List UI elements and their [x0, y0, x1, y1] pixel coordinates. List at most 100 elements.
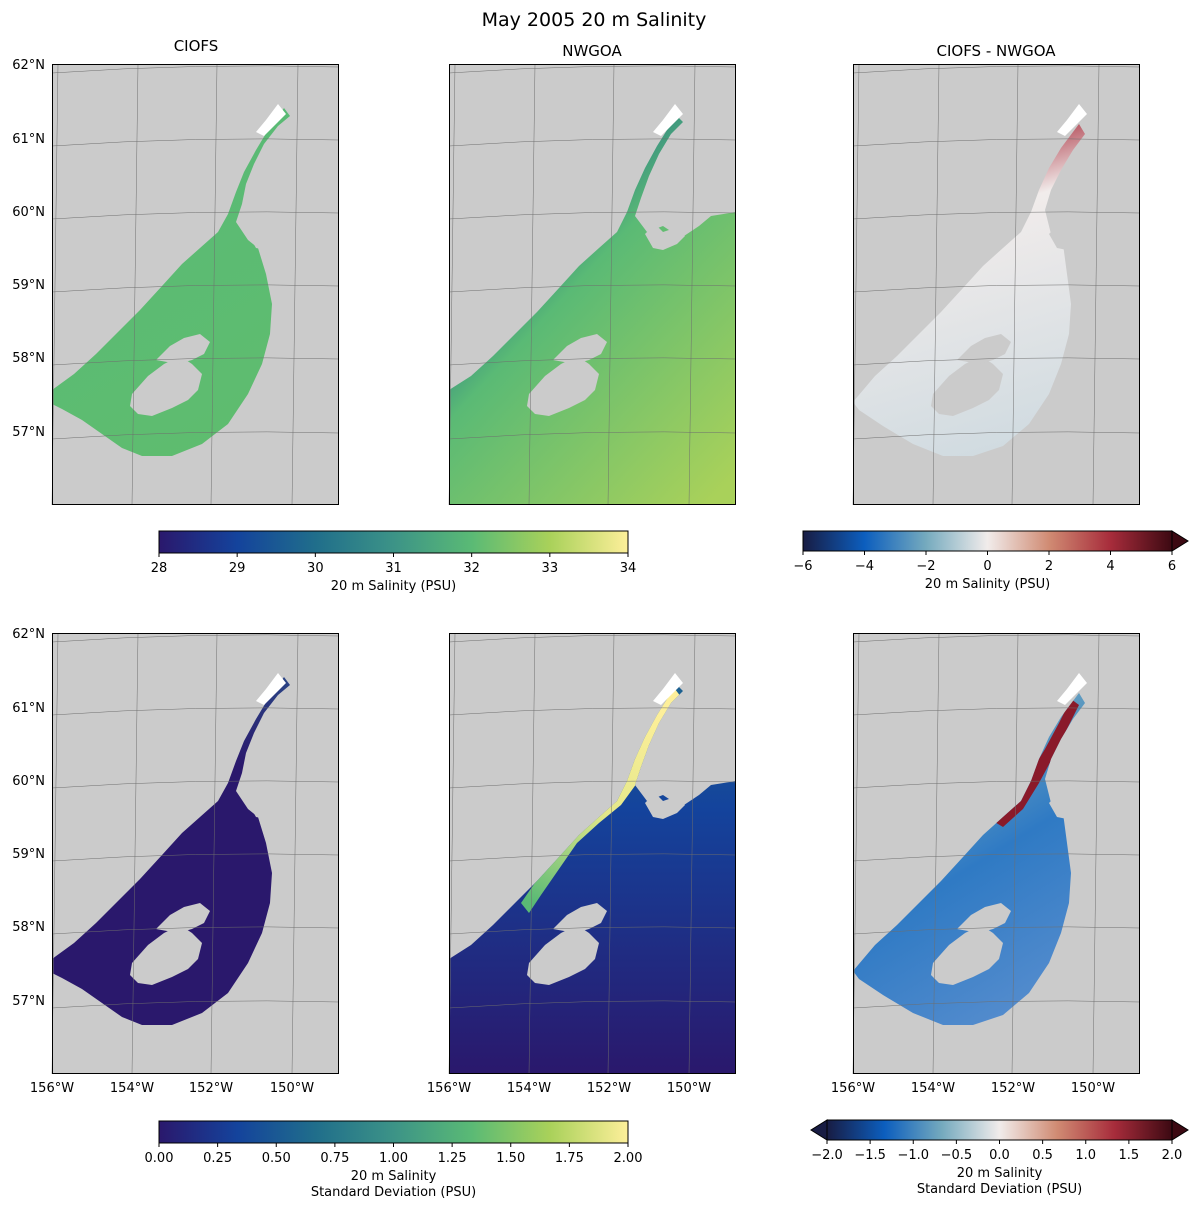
- parallel-line: [51, 853, 340, 862]
- parallel-line: [448, 211, 737, 220]
- colorbar-tick-label: 33: [542, 561, 559, 576]
- colorbar-tick-label: 2.0: [1162, 1148, 1183, 1163]
- colorbar-tick-label: −2.0: [811, 1148, 843, 1163]
- no-data-area: [653, 673, 683, 705]
- lat-label: 58°N: [12, 351, 45, 366]
- colorbar-tick-label: 0.5: [1032, 1148, 1053, 1163]
- meridian-line: [131, 63, 139, 506]
- lat-label: 59°N: [12, 847, 45, 862]
- parallel-line: [51, 780, 340, 789]
- lon-label: 152°W: [189, 1081, 233, 1096]
- colorbar-tick-label: −1.0: [897, 1148, 929, 1163]
- parallel-line: [448, 780, 737, 789]
- map-panel-difference-mean: [852, 63, 1141, 506]
- parallel-line: [51, 357, 340, 366]
- colorbar-tick-label: −4: [855, 559, 874, 574]
- panel-title-difference: CIOFS - NWGOA: [936, 42, 1056, 60]
- meridian-line: [932, 63, 940, 506]
- colorbar-tick-label: −2: [916, 559, 935, 574]
- colorbar-tick-label: −6: [793, 559, 812, 574]
- colorbar-tick-label: 0.00: [145, 1151, 174, 1166]
- lat-label: 57°N: [12, 425, 45, 440]
- lon-label: 156°W: [427, 1081, 471, 1096]
- parallel-line: [448, 357, 737, 366]
- parallel-line: [51, 707, 340, 716]
- lat-label: 60°N: [12, 774, 45, 789]
- parallel-line: [448, 853, 737, 862]
- colorbar-gradient: [158, 530, 629, 554]
- no-data-area: [1057, 104, 1087, 136]
- meridian-line: [607, 632, 615, 1075]
- lon-label: 152°W: [587, 1081, 631, 1096]
- colorbar-tick-label: −0.5: [941, 1148, 973, 1163]
- colorbar-label: Standard Deviation (PSU): [917, 1182, 1082, 1197]
- map-frame: [853, 633, 1140, 1074]
- meridian-line: [528, 632, 536, 1075]
- lon-label: 156°W: [30, 1081, 74, 1096]
- colorbar-top-left: 28 29 30 31 32 33 34 20 m Salinity (PSU): [151, 530, 636, 594]
- map-frame: [52, 633, 339, 1074]
- figure-title: May 2005 20 m Salinity: [482, 9, 707, 31]
- lat-labels-bottom: 62°N 61°N 60°N 59°N 58°N 57°N: [12, 627, 45, 1009]
- afognak-island: [553, 903, 607, 933]
- lat-label: 62°N: [12, 627, 45, 642]
- meridian-line: [1011, 63, 1019, 506]
- colorbar-tick-label: 2: [1045, 559, 1053, 574]
- lat-label: 60°N: [12, 205, 45, 220]
- colorbar-tick-label: 0.75: [320, 1151, 349, 1166]
- parallel-line: [852, 211, 1141, 220]
- colorbar-tick-label: 0.0: [989, 1148, 1010, 1163]
- kodiak-island: [130, 925, 202, 985]
- no-data-area: [653, 104, 683, 136]
- lat-label: 61°N: [12, 132, 45, 147]
- colorbar-extend-max: [1171, 530, 1189, 552]
- colorbar-gradient: [802, 530, 1173, 552]
- lat-label: 61°N: [12, 701, 45, 716]
- colorbar-tick-label: 1.75: [555, 1151, 584, 1166]
- parallel-line: [448, 1000, 737, 1009]
- parallel-line: [448, 634, 737, 643]
- parallel-line: [51, 634, 340, 643]
- afognak-island: [553, 334, 607, 364]
- map-panel-ciofs-mean: [51, 63, 340, 506]
- colorbar-label: 20 m Salinity: [351, 1169, 437, 1184]
- lon-label: 152°W: [991, 1081, 1035, 1096]
- map-frame: [853, 64, 1140, 505]
- lat-label: 57°N: [12, 994, 45, 1009]
- meridian-line: [210, 63, 218, 506]
- parallel-line: [448, 707, 737, 716]
- parallel-line: [448, 65, 737, 74]
- parallel-line: [51, 211, 340, 220]
- parallel-line: [852, 926, 1141, 935]
- panel-title-nwgoa: NWGOA: [562, 42, 622, 60]
- kenai-peninsula: [645, 793, 685, 819]
- colorbar-tick-label: 1.50: [496, 1151, 525, 1166]
- colorbar-extend-min: [810, 1119, 828, 1141]
- colorbar-tick-label: 30: [307, 561, 324, 576]
- colorbar-gradient: [826, 1119, 1173, 1141]
- colorbar-tick-label: 0.50: [262, 1151, 291, 1166]
- lon-label: 156°W: [831, 1081, 875, 1096]
- lon-label: 150°W: [1071, 1081, 1115, 1096]
- colorbar-gradient: [158, 1120, 629, 1144]
- kodiak-island: [527, 356, 599, 416]
- parallel-line: [51, 284, 340, 293]
- parallel-line: [852, 780, 1141, 789]
- meridian-line: [607, 63, 615, 506]
- parallel-line: [51, 138, 340, 147]
- map-panel-nwgoa-std: [448, 632, 737, 1075]
- kodiak-island: [527, 925, 599, 985]
- colorbar-tick-label: 29: [229, 561, 246, 576]
- meridian-line: [688, 632, 696, 1075]
- graticule: [852, 63, 1141, 506]
- map-panel-nwgoa-mean: [448, 63, 737, 506]
- map-frame: [52, 64, 339, 505]
- no-data-area: [1057, 673, 1087, 705]
- parallel-line: [852, 707, 1141, 716]
- meridian-line: [291, 63, 299, 506]
- kodiak-island: [931, 925, 1003, 985]
- colorbar-tick-label: 2.00: [614, 1151, 643, 1166]
- lon-labels-right: 156°W 154°W 152°W 150°W: [831, 1081, 1115, 1096]
- kenai-peninsula: [1049, 224, 1089, 250]
